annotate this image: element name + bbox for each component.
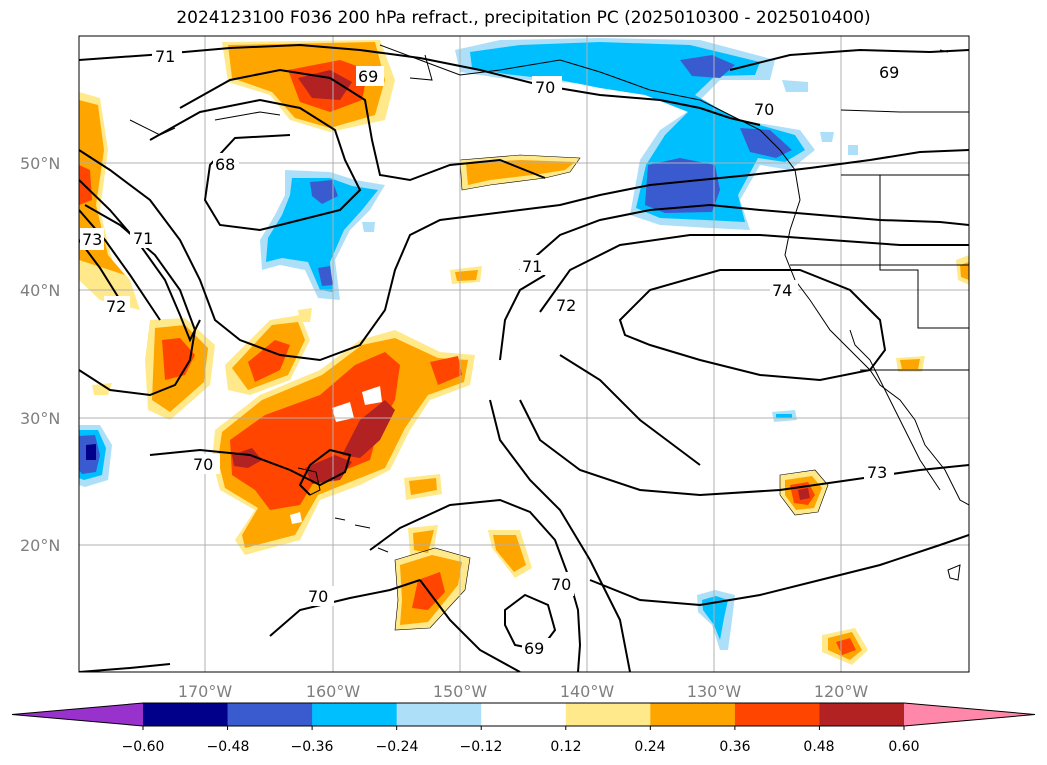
contour-label: 72 bbox=[556, 296, 576, 315]
colorbar bbox=[11, 702, 1036, 730]
map-frame bbox=[78, 35, 970, 673]
colorbar-tick: 0.12 bbox=[550, 739, 581, 755]
colorbar-tick: 0.60 bbox=[888, 739, 919, 755]
colorbar-tick: −0.24 bbox=[376, 739, 419, 755]
colorbar-tick: −0.48 bbox=[207, 739, 250, 755]
lat-label: 50°N bbox=[20, 154, 60, 173]
colorbar-bin bbox=[565, 703, 651, 726]
contour-label: 70 bbox=[193, 455, 213, 474]
lat-label: 40°N bbox=[20, 281, 60, 300]
colorbar-bin bbox=[396, 703, 482, 726]
coastlines bbox=[129, 44, 969, 581]
colorbar-ticks: −0.60 −0.48 −0.36 −0.24 −0.12 0.12 0.24 … bbox=[122, 739, 920, 755]
precip-shading bbox=[79, 38, 969, 665]
lat-label: 20°N bbox=[20, 536, 60, 555]
contour-label: 69 bbox=[524, 639, 544, 658]
contour-label: 73 bbox=[867, 463, 887, 482]
colorbar-extend-min bbox=[12, 703, 143, 726]
contour-label: 73 bbox=[82, 230, 102, 249]
map-title: 2024123100 F036 200 hPa refract., precip… bbox=[176, 8, 871, 28]
contour-label: 70 bbox=[754, 100, 774, 119]
graticule bbox=[79, 36, 969, 672]
refractivity-contours bbox=[79, 43, 969, 672]
colorbar-tick: −0.60 bbox=[122, 739, 165, 755]
colorbar-bin bbox=[650, 703, 736, 726]
latitude-labels: 50°N 40°N 30°N 20°N bbox=[20, 154, 60, 555]
colorbar-tick: −0.12 bbox=[460, 739, 503, 755]
contour-label: 69 bbox=[358, 67, 378, 86]
lon-label: 130°W bbox=[687, 682, 742, 701]
colorbar-tick: −0.36 bbox=[291, 739, 334, 755]
contour-labels: 71 69 70 68 73 71 72 71 72 74 70 70 69 7… bbox=[80, 45, 906, 658]
colorbar-extend-max bbox=[904, 703, 1035, 726]
contour-label: 71 bbox=[155, 47, 175, 66]
contour-label: 68 bbox=[215, 155, 235, 174]
contour-label: 74 bbox=[772, 281, 792, 300]
colorbar-bin bbox=[227, 703, 313, 726]
colorbar-bin bbox=[143, 703, 229, 726]
longitude-labels: 170°W 160°W 150°W 140°W 130°W 120°W bbox=[178, 682, 869, 701]
colorbar-bin bbox=[819, 703, 905, 726]
colorbar-bin bbox=[481, 703, 567, 726]
colorbar-bin bbox=[734, 703, 820, 726]
contour-label: 69 bbox=[879, 63, 899, 82]
lon-label: 140°W bbox=[560, 682, 615, 701]
contour-label: 71 bbox=[522, 257, 542, 276]
lon-label: 170°W bbox=[178, 682, 233, 701]
contour-label: 70 bbox=[551, 575, 571, 594]
contour-label: 70 bbox=[308, 587, 328, 606]
colorbar-tick: 0.48 bbox=[803, 739, 834, 755]
contour-label: 70 bbox=[535, 78, 555, 97]
colorbar-tick: 0.36 bbox=[719, 739, 750, 755]
contour-label: 72 bbox=[106, 297, 126, 316]
lon-label: 150°W bbox=[433, 682, 488, 701]
lon-label: 120°W bbox=[814, 682, 869, 701]
contour-label: 71 bbox=[133, 229, 153, 248]
lat-label: 30°N bbox=[20, 409, 60, 428]
colorbar-tick: 0.24 bbox=[634, 739, 665, 755]
colorbar-bin bbox=[312, 703, 398, 726]
lon-label: 160°W bbox=[306, 682, 361, 701]
